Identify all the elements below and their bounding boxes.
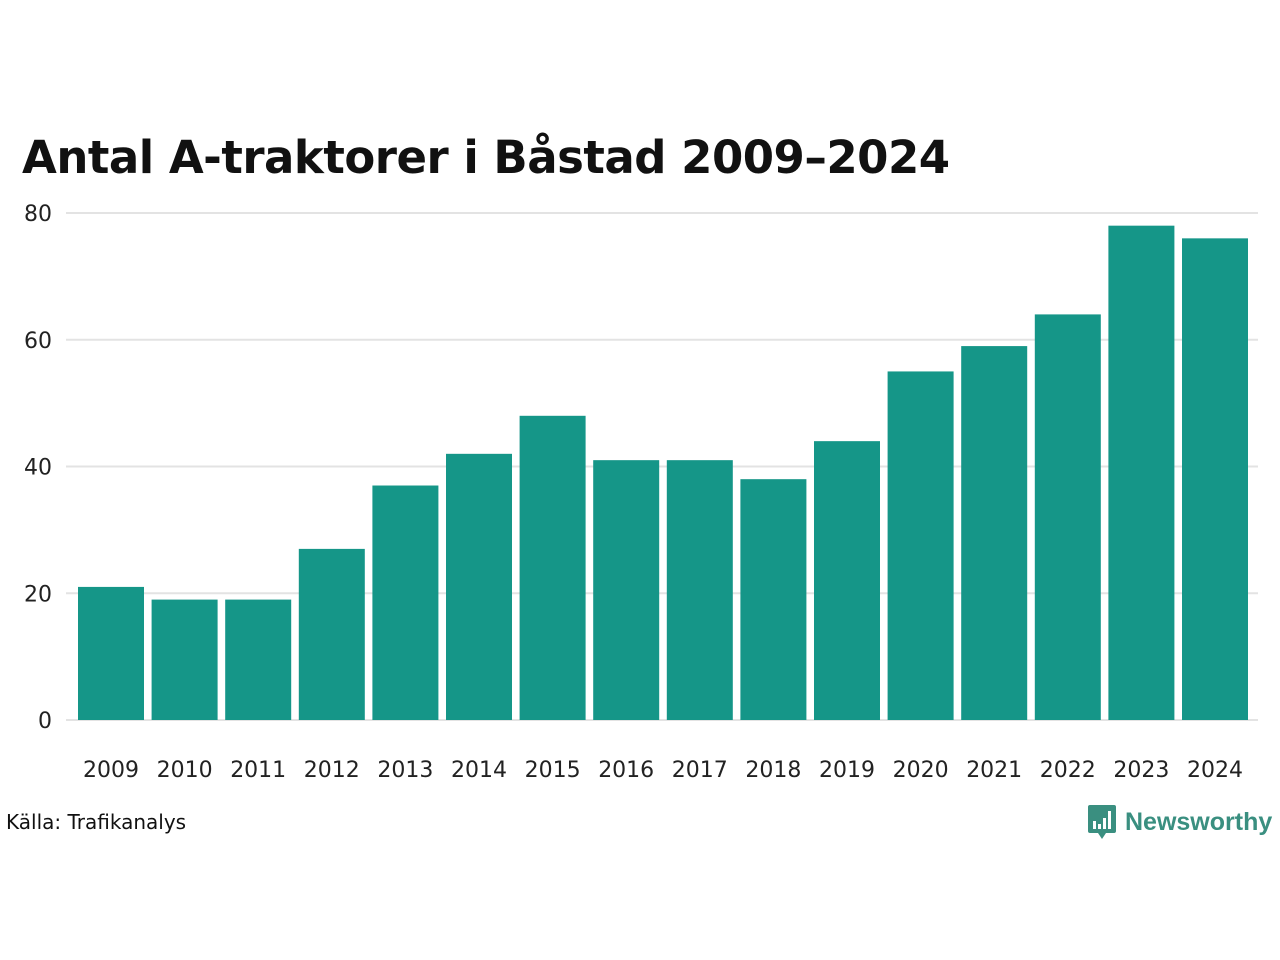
x-tick-label: 2018 <box>745 758 801 783</box>
x-tick-label: 2022 <box>1040 758 1096 783</box>
x-tick-label: 2023 <box>1113 758 1169 783</box>
y-tick-label: 80 <box>24 202 52 227</box>
source-note: Källa: Trafikanalys <box>6 810 187 834</box>
bar-2013 <box>372 485 439 720</box>
x-tick-label: 2012 <box>304 758 360 783</box>
bar-2009 <box>78 586 144 720</box>
bar-2019 <box>814 441 880 720</box>
x-tick-label: 2009 <box>83 758 139 783</box>
x-tick-label: 2014 <box>451 758 507 783</box>
x-tick-label: 2015 <box>525 758 581 783</box>
x-tick-label: 2021 <box>966 758 1022 783</box>
y-tick-label: 40 <box>24 456 52 481</box>
bar-2010 <box>151 599 218 720</box>
bar-2014 <box>446 453 512 720</box>
bar-2023 <box>1108 225 1175 721</box>
bar-2017 <box>666 460 733 720</box>
x-tick-label: 2010 <box>157 758 213 783</box>
bar-2020 <box>887 371 954 720</box>
y-tick-label: 60 <box>24 329 52 354</box>
brand-name: Newsworthy <box>1125 807 1273 836</box>
x-axis-ticks: 2009 2010 2011 2012 2013 2014 2015 2016 2017 2018… <box>83 758 1243 783</box>
x-tick-label: 2020 <box>893 758 949 783</box>
bar-2015 <box>519 415 586 720</box>
y-axis-ticks: 0 20 40 60 80 <box>24 202 52 734</box>
bar-2022 <box>1034 314 1101 720</box>
x-tick-label: 2011 <box>230 758 286 783</box>
bar-chart-speech-bubble-icon <box>1088 805 1116 839</box>
x-tick-label: 2013 <box>377 758 433 783</box>
y-tick-label: 0 <box>38 709 52 734</box>
newsworthy-logo: Newsworthy <box>1087 803 1272 841</box>
x-tick-label: 2019 <box>819 758 875 783</box>
bar-2012 <box>298 548 365 720</box>
bar-2011 <box>225 599 292 720</box>
bars <box>78 225 1248 721</box>
y-tick-label: 20 <box>24 582 52 607</box>
bar-2021 <box>961 346 1028 720</box>
x-tick-label: 2017 <box>672 758 728 783</box>
bar-2024 <box>1182 238 1248 720</box>
bar-2018 <box>740 479 807 720</box>
bar-2016 <box>593 460 660 720</box>
x-tick-label: 2024 <box>1187 758 1243 783</box>
x-tick-label: 2016 <box>598 758 654 783</box>
chart-title: Antal A-traktorer i Båstad 2009–2024 <box>22 131 950 184</box>
